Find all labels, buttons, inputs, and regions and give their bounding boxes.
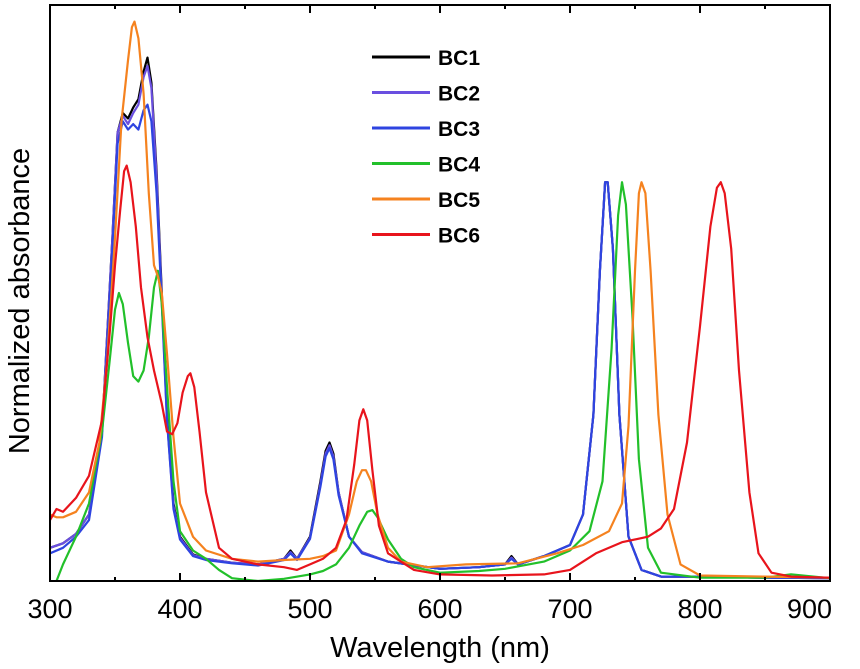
x-tick-label: 500 xyxy=(287,594,332,624)
x-tick-label: 300 xyxy=(27,594,72,624)
series-line-bc2 xyxy=(50,64,830,580)
x-tick-label: 700 xyxy=(547,594,592,624)
legend-label: BC6 xyxy=(438,225,480,248)
legend-item-bc4: BC4 xyxy=(372,154,480,177)
series-line-bc6 xyxy=(50,164,830,579)
legend-item-bc1: BC1 xyxy=(372,47,480,70)
legend-label: BC3 xyxy=(438,118,480,141)
legend: BC1 BC2 BC3 BC4 BC5 BC6 xyxy=(372,47,480,248)
series-line-bc3 xyxy=(50,103,830,580)
y-axis-title: Normalized absorbance xyxy=(4,148,36,454)
legend-label: BC2 xyxy=(438,83,480,106)
legend-item-bc3: BC3 xyxy=(372,118,480,141)
legend-item-bc6: BC6 xyxy=(372,225,480,248)
x-tick-label: 800 xyxy=(677,594,722,624)
x-tick-label: 600 xyxy=(417,594,462,624)
legend-label: BC5 xyxy=(438,189,480,212)
series-layer xyxy=(50,20,830,581)
legend-item-bc2: BC2 xyxy=(372,83,480,106)
legend-label: BC4 xyxy=(438,154,480,177)
series-line-bc4 xyxy=(55,181,830,581)
x-axis: 300 400 500 600 700 800 900 xyxy=(27,5,832,624)
x-tick-label: 400 xyxy=(157,594,202,624)
legend-label: BC1 xyxy=(438,47,480,70)
x-tick-label: 900 xyxy=(787,594,832,624)
x-axis-title: Wavelength (nm) xyxy=(330,632,550,664)
legend-item-bc5: BC5 xyxy=(372,189,480,212)
